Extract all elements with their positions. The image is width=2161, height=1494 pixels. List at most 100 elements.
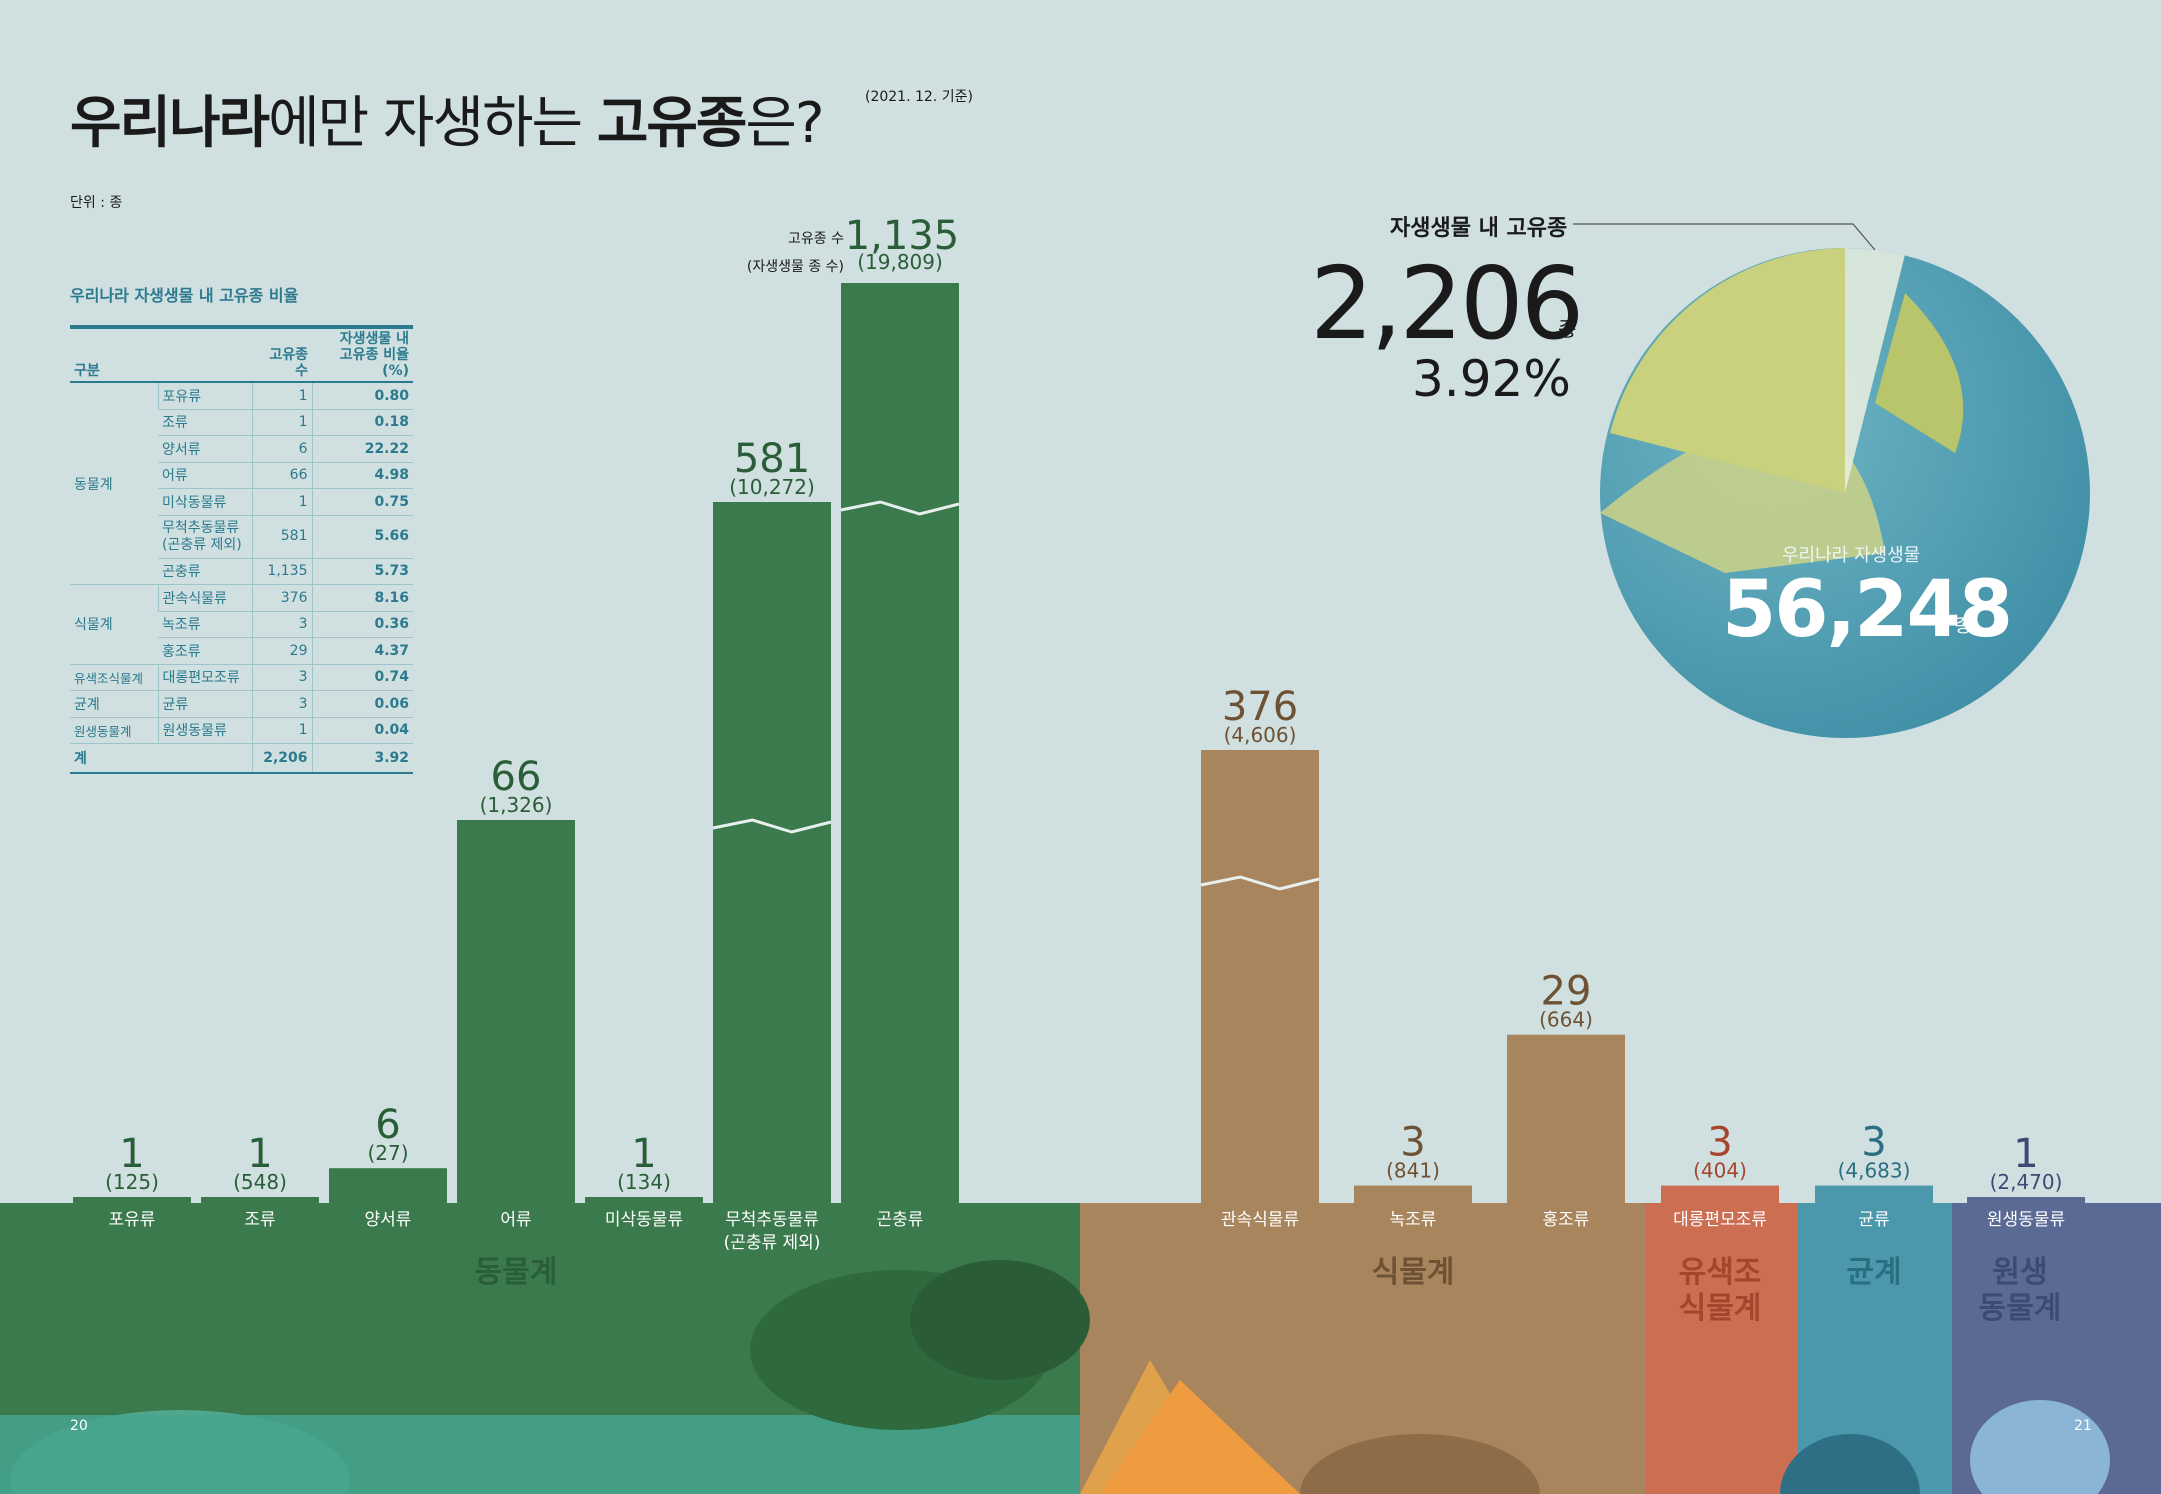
kingdom-label: 동물계 — [474, 1255, 558, 1290]
table-row: 어류 66 4.98 — [70, 462, 413, 489]
endemic-percent: 3.92% — [1412, 350, 1571, 408]
axis-break-mark — [840, 500, 960, 516]
ratio-table: 구분 고유종 수 자생생물 내 고유종 비율(%) 동물계 포유류 1 0.80 조류 1 0.18… — [70, 325, 413, 774]
value-label: 376 — [1222, 684, 1298, 730]
landmass — [1875, 293, 1964, 453]
table-cell: 균류 — [157, 690, 252, 718]
table-cell: 계 — [70, 743, 252, 774]
bar — [73, 1197, 191, 1207]
table-cell: 관속식물류 — [157, 584, 252, 612]
native-count-label: (4,606) — [1224, 723, 1297, 747]
category-label: 무척추동물류 — [725, 1210, 819, 1230]
table-cell: 1 — [251, 382, 312, 410]
category-label: 조류 — [244, 1210, 275, 1230]
table-cell: 66 — [251, 462, 312, 489]
bar — [1815, 1185, 1933, 1207]
native-count-label: (4,683) — [1838, 1159, 1911, 1183]
annotation-native-label: (자생생물 종 수) — [747, 259, 844, 275]
bar — [585, 1197, 703, 1207]
value-label: 29 — [1541, 969, 1592, 1015]
native-count-label: (134) — [617, 1170, 671, 1194]
kingdom-band — [1645, 1203, 1798, 1494]
table-cell: 홍조류 — [158, 637, 252, 665]
category-label: 원생동물류 — [1987, 1210, 2065, 1230]
native-count-label: (841) — [1386, 1159, 1440, 1183]
table-group-cell: 유색조식물계 — [70, 664, 158, 691]
table-row: 원생동물계 원생동물류 1 0.04 — [70, 717, 413, 744]
landscape-decoration — [1100, 1380, 1300, 1494]
kingdom-label: 유색조 식물계 — [1678, 1255, 1762, 1326]
bar — [201, 1197, 319, 1207]
native-count-label: (664) — [1539, 1008, 1593, 1032]
table-total-row: 계 2,206 3.92 — [70, 743, 413, 774]
table-cell: 포유류 — [157, 382, 252, 410]
native-count-label: (125) — [105, 1170, 159, 1194]
kingdom-label: 균계 — [1846, 1255, 1902, 1290]
table-cell: 3 — [251, 690, 312, 718]
bar — [1967, 1197, 2085, 1207]
table-row: 무척추동물류 (곤충류 제외) 581 5.66 — [70, 515, 413, 559]
native-count-label: (10,272) — [729, 475, 815, 499]
table-row: 미삭동물류 1 0.75 — [70, 488, 413, 516]
category-label: 균류 — [1858, 1210, 1889, 1230]
category-label: 어류 — [500, 1210, 531, 1230]
table-cell: 22.22 — [311, 435, 413, 463]
table-cell: 3.92 — [311, 743, 413, 774]
table-row: 곤충류 1,135 5.73 — [70, 558, 413, 585]
table-cell: 미삭동물류 — [158, 488, 252, 516]
native-count-label: (2,470) — [1990, 1170, 2063, 1194]
table-cell: 양서류 — [158, 435, 252, 463]
table-group-cell: 동물계 — [70, 382, 158, 585]
table-row: 식물계 관속식물류 376 8.16 — [70, 584, 413, 665]
value-label: 1 — [2013, 1131, 2038, 1177]
table-group-cell: 균계 — [70, 690, 158, 718]
category-label: 포유류 — [109, 1210, 156, 1230]
table-cell: 2,206 — [251, 743, 312, 774]
table-group-cell: 식물계 — [70, 584, 158, 665]
category-label: 관속식물류 — [1221, 1210, 1299, 1230]
value-label: 1 — [631, 1131, 656, 1177]
category-label: (곤충류 제외) — [724, 1233, 821, 1253]
annotation-endemic-label: 고유종 수 — [788, 231, 844, 247]
table-cell: 1,135 — [251, 558, 312, 585]
table-cell: 곤충류 — [158, 558, 252, 585]
table-cell: 1 — [251, 409, 312, 436]
table-cell: 4.37 — [311, 637, 413, 665]
table-cell: 376 — [251, 584, 312, 612]
table-cell: 0.06 — [311, 690, 413, 718]
table-cell: 8.16 — [311, 584, 413, 612]
table-cell: 0.04 — [311, 717, 413, 744]
table-cell: 3 — [251, 611, 312, 638]
callout-leader-line — [1573, 223, 1876, 251]
table-cell: 4.98 — [311, 462, 413, 489]
kingdom-label: 식물계 — [1371, 1255, 1455, 1290]
native-unit: 종 — [1955, 616, 1972, 637]
category-label: 양서류 — [365, 1210, 412, 1230]
value-label: 3 — [1861, 1120, 1886, 1166]
value-label: 66 — [491, 754, 542, 800]
table-title: 우리나라 자생생물 내 고유종 비율 — [70, 286, 299, 305]
landscape-decoration — [910, 1260, 1090, 1380]
globe-label: 우리나라 자생생물 — [1782, 545, 1921, 566]
landscape-decoration — [1300, 1434, 1540, 1494]
table-cell: 0.18 — [311, 409, 413, 436]
bar — [1507, 1034, 1625, 1207]
table-row: 유색조식물계 대롱편모조류 3 0.74 — [70, 664, 413, 691]
bar — [457, 820, 575, 1207]
callout-label: 자생생물 내 고유종 — [1390, 216, 1568, 241]
table-cell: 조류 — [158, 409, 252, 436]
bar — [713, 502, 831, 1207]
category-label: 홍조류 — [1543, 1210, 1590, 1230]
table-header: 자생생물 내 고유종 비율(%) — [312, 327, 413, 383]
endemic-slice — [1845, 248, 1905, 493]
native-count-label: (19,809) — [857, 250, 943, 274]
value-label: 1,135 — [845, 213, 960, 259]
page-number-right: 21 — [2074, 1418, 2092, 1434]
endemic-unit: 종 — [1558, 317, 1577, 341]
landscape-decoration — [1970, 1400, 2110, 1494]
table-cell: 어류 — [158, 462, 252, 489]
table-cell: 0.75 — [311, 488, 413, 516]
axis-break-mark — [712, 818, 832, 834]
table-cell: 1 — [251, 488, 312, 516]
